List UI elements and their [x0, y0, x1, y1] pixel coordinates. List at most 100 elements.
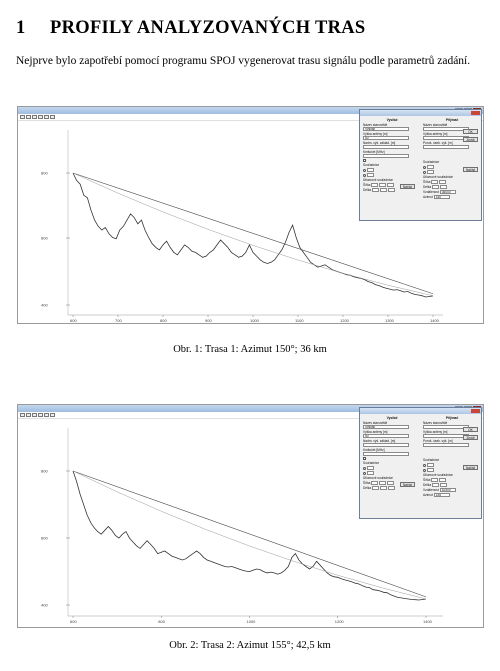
lon-field[interactable]: [432, 483, 440, 487]
lat-field[interactable]: [439, 478, 447, 482]
coord-field[interactable]: [367, 173, 374, 177]
fresnel-zone-line: [72, 470, 427, 600]
rx-station-name-label: Název stanoviště: [423, 123, 448, 127]
rx-altitude-field[interactable]: [423, 443, 470, 447]
rx-altitude-label: Poruš. úsek. výš. [m]: [423, 141, 453, 145]
coord-field[interactable]: [427, 165, 434, 169]
lat-field[interactable]: [431, 478, 439, 482]
ok-button[interactable]: OK: [463, 129, 478, 134]
lon-field[interactable]: [432, 185, 440, 189]
toolbar-icon[interactable]: [38, 413, 43, 417]
close-icon[interactable]: [471, 111, 480, 115]
toolbar-icon[interactable]: [38, 115, 43, 119]
lon-field[interactable]: [440, 185, 448, 189]
azimuth-label: Azimut: [423, 493, 433, 497]
coord-field[interactable]: [367, 168, 374, 172]
base-altitude-field[interactable]: [363, 145, 410, 149]
latitude-label: Šířka: [363, 481, 371, 485]
coordinates-label: Souřadnice: [363, 163, 380, 167]
lat-field[interactable]: [439, 180, 447, 184]
parameters-dialog: Vysílač Název stanoviště Vysílač Výška anté…: [359, 109, 482, 221]
coord-field[interactable]: [367, 471, 374, 475]
toolbar-icon[interactable]: [26, 413, 31, 417]
rx-altitude-label: Poruš. úsek. výš. [m]: [423, 439, 453, 443]
lon-field[interactable]: [372, 486, 380, 490]
rx-load-button[interactable]: Načíst: [463, 167, 478, 172]
radio-button[interactable]: [363, 173, 366, 177]
radio-button[interactable]: [423, 463, 426, 467]
azimuth-field[interactable]: 150: [433, 195, 450, 199]
antenna-height-field[interactable]: 50: [363, 434, 410, 438]
toolbar-icon[interactable]: [50, 115, 55, 119]
lon-field[interactable]: [380, 188, 388, 192]
frequency-label: Kmitočet [MHz]: [363, 150, 385, 154]
rx-antenna-height-label: Výška antény [m]: [423, 430, 448, 434]
checkbox[interactable]: [363, 457, 366, 460]
distance-field[interactable]: 42500: [439, 488, 456, 492]
lon-field[interactable]: [388, 188, 396, 192]
coord-field[interactable]: [427, 463, 434, 467]
lat-field[interactable]: [371, 481, 379, 485]
antenna-height-label: Výška antény [m]: [363, 430, 388, 434]
toolbar-icon[interactable]: [20, 115, 25, 119]
toolbar-icon[interactable]: [50, 413, 55, 417]
distance-field[interactable]: 36000: [439, 190, 456, 194]
fresnel-zone-line: [72, 172, 434, 297]
cancel-button[interactable]: Zrušit: [463, 137, 478, 142]
close-icon[interactable]: [471, 409, 480, 413]
lat-field[interactable]: [379, 481, 387, 485]
section-number: 1: [16, 18, 26, 38]
radio-button[interactable]: [423, 468, 426, 472]
station-name-field[interactable]: Vysílač: [363, 127, 410, 131]
lat-field[interactable]: [371, 183, 379, 187]
lon-field[interactable]: [388, 486, 396, 490]
longitude-label: Délka: [423, 483, 432, 487]
coord-field[interactable]: [367, 466, 374, 470]
rx-load-button[interactable]: Načíst: [463, 465, 478, 470]
x-tick-label: 800: [158, 619, 165, 624]
toolbar-icon[interactable]: [44, 413, 49, 417]
toolbar-icon[interactable]: [32, 413, 37, 417]
station-name-field[interactable]: Vysílač: [363, 425, 410, 429]
rx-coordinates-label: Souřadnice: [423, 458, 440, 462]
ok-button[interactable]: OK: [463, 427, 478, 432]
azimuth-field[interactable]: 155: [433, 493, 450, 497]
transmitter-title: Vysílač: [386, 118, 398, 122]
lat-field[interactable]: [379, 183, 387, 187]
toolbar-icon[interactable]: [44, 115, 49, 119]
y-tick-label: 800: [41, 469, 48, 474]
y-tick-label: 400: [41, 303, 48, 308]
toolbar-icon[interactable]: [20, 413, 25, 417]
toolbar-icon[interactable]: [26, 115, 31, 119]
base-altitude-field[interactable]: [363, 443, 410, 447]
radio-button[interactable]: [423, 170, 426, 174]
checkbox[interactable]: [363, 159, 366, 162]
x-tick-label: 1400: [430, 318, 440, 323]
load-button[interactable]: Načíst: [400, 482, 415, 487]
coord-field[interactable]: [427, 468, 434, 472]
cancel-button[interactable]: Zrušit: [463, 435, 478, 440]
loss-coordinates-label: Útlumové souřadnice: [363, 476, 393, 480]
frequency-field[interactable]: [363, 154, 410, 158]
lon-field[interactable]: [440, 483, 448, 487]
rx-loss-coordinates-label: Útlumové souřadnice: [423, 175, 453, 179]
radio-button[interactable]: [363, 471, 366, 475]
radio-button[interactable]: [363, 168, 366, 172]
latitude-label: Šířka: [363, 183, 371, 187]
lon-field[interactable]: [372, 188, 380, 192]
load-button[interactable]: Načíst: [400, 184, 415, 189]
rx-altitude-field[interactable]: [423, 145, 470, 149]
lat-field[interactable]: [387, 481, 395, 485]
toolbar-icon[interactable]: [32, 115, 37, 119]
frequency-field[interactable]: [363, 452, 410, 456]
lat-field[interactable]: [431, 180, 439, 184]
lon-field[interactable]: [380, 486, 388, 490]
y-tick-label: 600: [41, 536, 48, 541]
longitude-label: Délka: [363, 486, 372, 490]
antenna-height-field[interactable]: 50: [363, 136, 410, 140]
radio-button[interactable]: [423, 165, 426, 169]
coord-field[interactable]: [427, 170, 434, 174]
radio-button[interactable]: [363, 466, 366, 470]
transmitter-column: Vysílač Název stanoviště Vysílač Výška anté…: [363, 416, 421, 490]
lat-field[interactable]: [387, 183, 395, 187]
